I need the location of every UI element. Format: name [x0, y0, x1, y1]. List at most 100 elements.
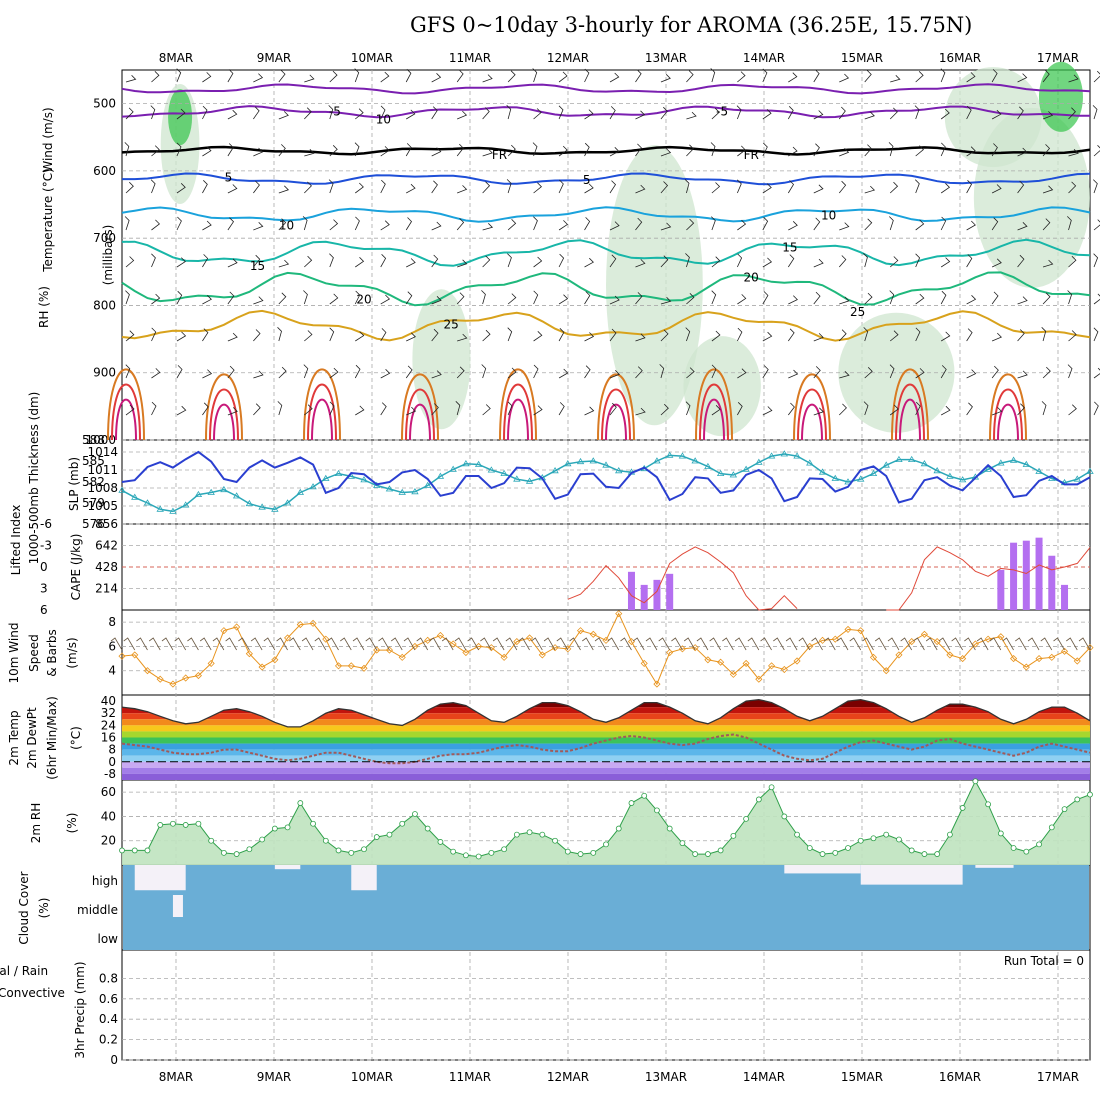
rh-point — [373, 834, 380, 840]
wind-barb — [787, 180, 795, 194]
wind-speed-point — [143, 667, 152, 675]
wind-speed-point — [500, 653, 508, 661]
thickness-point — [131, 493, 139, 500]
rh-tick: 40 — [101, 809, 116, 823]
rh-point — [743, 815, 750, 822]
thickness-point — [194, 490, 203, 497]
wind-barb — [150, 105, 156, 120]
rh-point — [195, 820, 202, 827]
wind-speed-point — [220, 627, 228, 635]
wind-barb — [558, 179, 564, 194]
wind-speed-point — [793, 657, 801, 665]
wind-barb — [124, 216, 130, 231]
wind-barb — [354, 216, 360, 231]
wind-barb-10m — [964, 637, 976, 651]
wind-speed-point — [398, 653, 406, 661]
wind-barb — [991, 184, 1002, 194]
wind-barb — [355, 331, 365, 342]
isotherm-diurnal-loop — [311, 398, 333, 441]
rh-point — [997, 830, 1004, 837]
precip-tick: 0.8 — [99, 971, 118, 985]
x-label-bottom: 9MAR — [257, 1070, 292, 1084]
rh-point — [730, 832, 737, 839]
wind-barb — [151, 327, 157, 342]
thickness-point — [181, 501, 190, 508]
thickness-tick: 579 — [82, 496, 105, 510]
wind-barb — [737, 179, 742, 194]
wind-barb — [966, 105, 972, 120]
wind-barb-10m — [1053, 637, 1065, 651]
wind-speed-point — [258, 663, 266, 671]
wind-barb — [966, 295, 977, 305]
thickness-point — [449, 465, 457, 472]
thickness-point — [169, 507, 177, 514]
wind-barb — [966, 254, 973, 268]
rh-point — [564, 848, 571, 855]
wind-barb — [863, 327, 869, 342]
wind-barb — [762, 365, 769, 379]
precip-tick: 0.2 — [99, 1033, 118, 1047]
wind-barb — [813, 143, 820, 157]
wind-barb-10m — [734, 637, 747, 651]
rh-point — [552, 837, 558, 844]
rh-point — [806, 845, 813, 851]
wind-barb — [278, 366, 287, 379]
wind-barb — [457, 185, 468, 194]
temp-color-band — [122, 731, 1090, 738]
wind-barb-10m — [136, 637, 148, 651]
wind-barb — [482, 107, 490, 120]
wind-barb — [889, 330, 899, 342]
rh-point — [755, 796, 762, 803]
thickness-tick: 588 — [82, 433, 105, 447]
wind-barb — [991, 332, 1003, 342]
isotherm-diurnal-loop — [401, 373, 439, 441]
isotherm-diurnal-loop — [993, 388, 1023, 441]
wind-barb — [762, 291, 769, 305]
wind-barb-10m — [1027, 637, 1040, 651]
wind-barb — [253, 147, 264, 157]
wind-tick: 8 — [108, 615, 116, 629]
wind-barb — [558, 105, 564, 120]
cape-tick: 856 — [95, 517, 118, 531]
wind-barb-10m — [938, 637, 951, 651]
li-tick: -3 — [40, 539, 52, 553]
wind-barb — [762, 216, 769, 231]
wind-speed-point — [194, 672, 202, 680]
wind-barb — [380, 220, 390, 231]
x-label-bottom: 17MAR — [1037, 1070, 1079, 1084]
thickness-point — [869, 469, 878, 476]
wind-barb — [227, 143, 234, 157]
wind-barb — [711, 290, 717, 305]
wind-barb — [660, 106, 668, 120]
rh-point — [501, 846, 508, 853]
wind-barb — [125, 364, 131, 379]
wind-barb — [227, 69, 234, 83]
wind-barb-10m — [747, 637, 760, 651]
wind-speed-point — [436, 631, 444, 640]
wind-barb — [1093, 367, 1100, 379]
wind-barb-10m — [671, 637, 683, 651]
wind-speed-point — [666, 648, 674, 657]
temp-color-band — [122, 749, 1090, 756]
wind-barb — [1067, 290, 1073, 305]
wind-barb — [813, 366, 821, 379]
rh-point — [717, 847, 724, 854]
wind-barb-10m — [429, 637, 441, 651]
rh-point — [119, 847, 125, 854]
wind-barb — [1042, 292, 1051, 305]
wind-barb — [710, 142, 716, 157]
wind-barb — [125, 256, 135, 268]
wind-speed-point — [755, 675, 763, 683]
wind-speed-point — [487, 644, 495, 652]
cloud-high-gap — [134, 865, 186, 891]
wind-barb — [507, 144, 516, 157]
wind-barb — [304, 404, 313, 416]
thickness-point — [220, 485, 228, 493]
wind-barb — [1067, 216, 1072, 231]
wind-barb — [329, 293, 339, 305]
wind-barb — [278, 144, 286, 157]
wind-barb — [660, 148, 672, 157]
wind-barb — [227, 109, 238, 120]
wind-barb — [660, 255, 669, 268]
